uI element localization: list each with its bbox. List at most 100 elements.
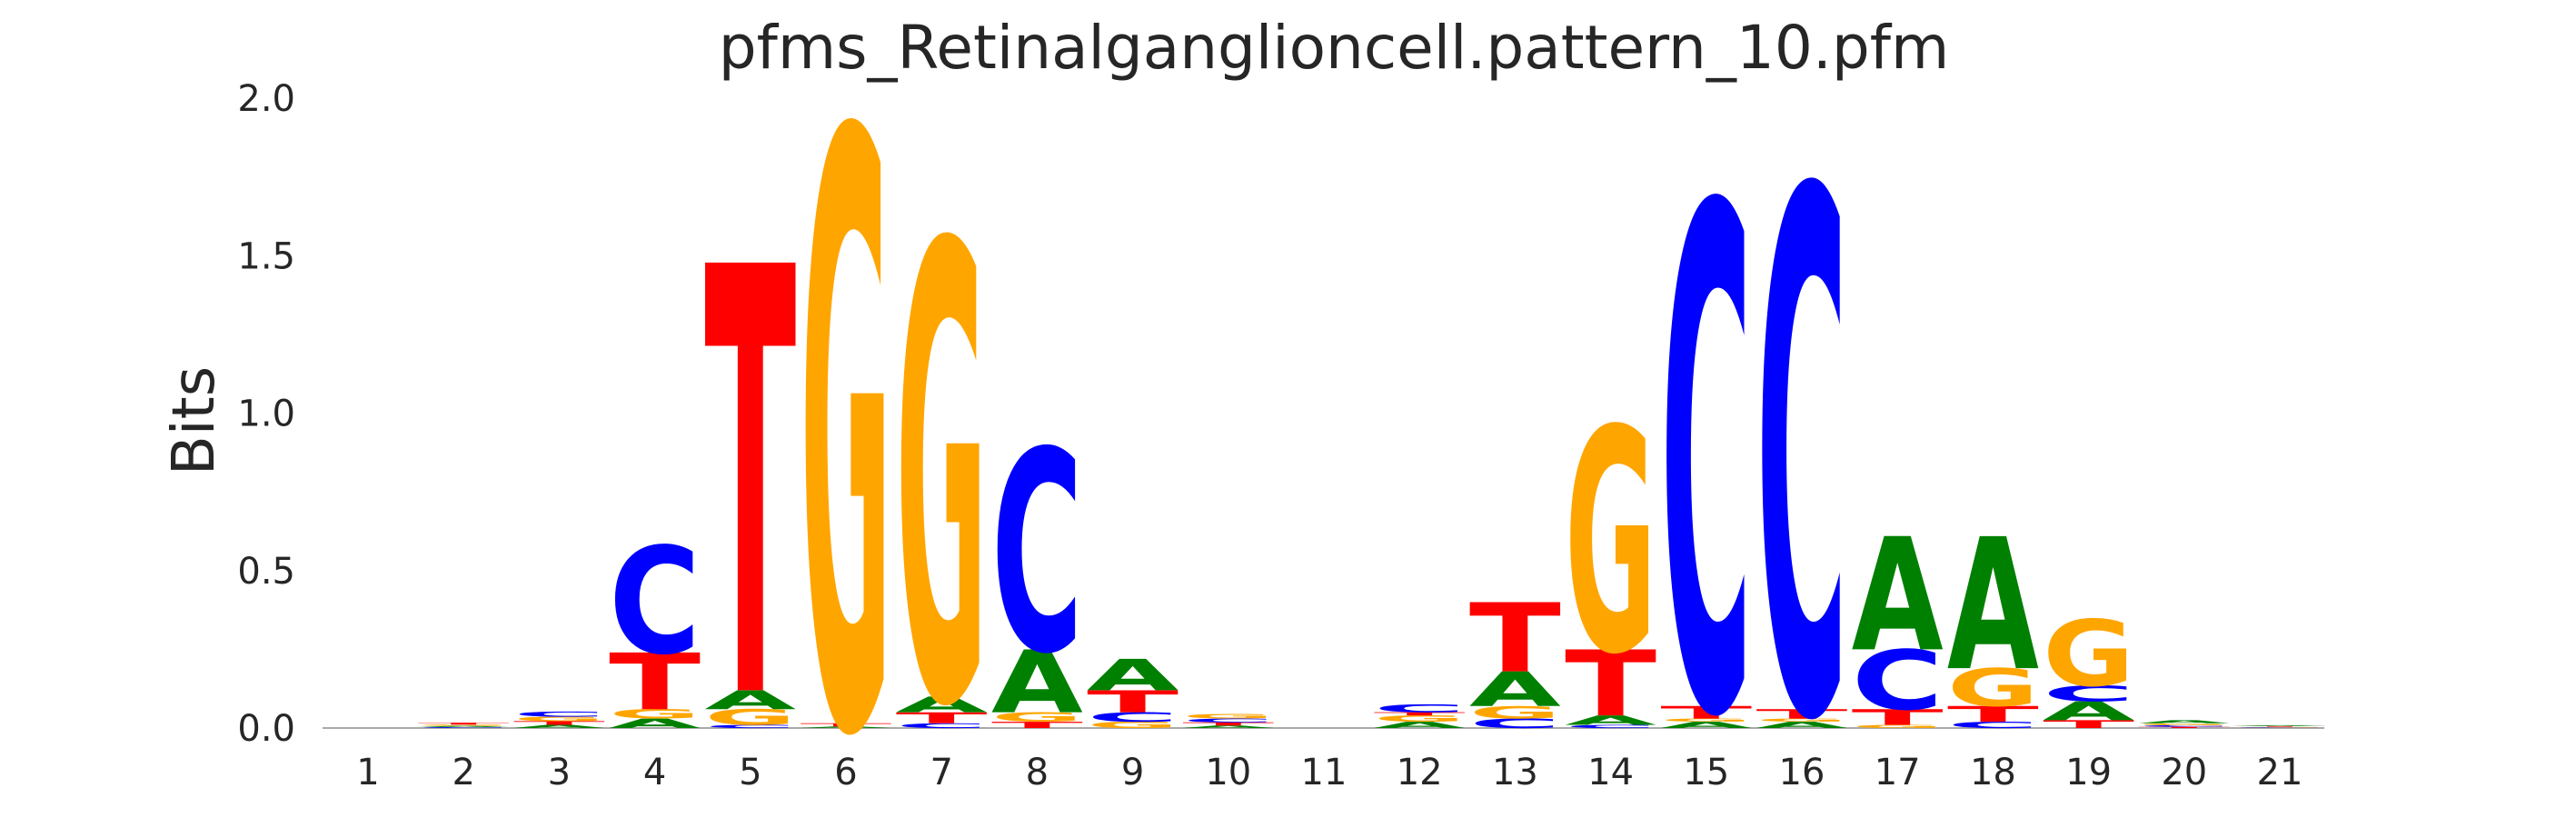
x-tick-label: 18 bbox=[1970, 752, 2016, 793]
logo-letter-g: G bbox=[609, 706, 701, 722]
logo-letter-t: T bbox=[991, 720, 1083, 730]
logo-letter-a: A bbox=[704, 685, 796, 715]
logo-letter-a: A bbox=[513, 724, 605, 730]
logo-letter-t: T bbox=[1947, 702, 2039, 727]
logo-letter-t: T bbox=[1756, 706, 1848, 722]
logo-letter-c: C bbox=[513, 711, 605, 719]
logo-letter-a: A bbox=[1469, 663, 1561, 717]
y-tick-label: 0.0 bbox=[237, 708, 295, 750]
logo-letter-g: G bbox=[1756, 718, 1848, 723]
x-tick-label: 13 bbox=[1492, 752, 1538, 793]
x-tick-label: 21 bbox=[2257, 752, 2303, 793]
logo-letter-a: A bbox=[801, 726, 892, 729]
logo-letter-g: G bbox=[801, 0, 892, 818]
x-tick-label: 2 bbox=[452, 752, 474, 793]
x-tick-label: 14 bbox=[1587, 752, 1634, 793]
logo-letter-a: A bbox=[1374, 720, 1467, 730]
logo-letter-a: A bbox=[991, 632, 1083, 733]
x-tick-label: 17 bbox=[1875, 752, 1921, 793]
x-tick-label: 6 bbox=[834, 752, 857, 793]
logo-letter-c: C bbox=[609, 517, 701, 687]
x-tick-label: 3 bbox=[548, 752, 571, 793]
logo-letter-t: T bbox=[2043, 718, 2134, 731]
logo-letter-t: T bbox=[801, 723, 892, 728]
x-tick-label: 5 bbox=[739, 752, 761, 793]
y-tick-label: 1.5 bbox=[237, 235, 295, 277]
logo-letter-g: G bbox=[1182, 713, 1274, 720]
logo-letter-t: T bbox=[2138, 726, 2230, 728]
logo-letter-t: T bbox=[418, 723, 510, 725]
y-tick-label: 1.0 bbox=[237, 394, 295, 435]
x-tick-label: 7 bbox=[930, 752, 952, 793]
logo-letter-g: G bbox=[1947, 658, 2039, 719]
x-tick-label: 4 bbox=[643, 752, 666, 793]
logo-letter-a: A bbox=[1660, 720, 1753, 730]
logo-letter-a: A bbox=[2234, 725, 2326, 727]
x-tick-label: 9 bbox=[1121, 752, 1144, 793]
logo-letter-t: T bbox=[1660, 703, 1752, 723]
x-axis-ticks: 1 2 3 4 5 6 7 8 9 10 11 12 13 14 15 16 17 18 19 20 21 bbox=[356, 752, 2302, 793]
logo-letter-t: T bbox=[2234, 726, 2326, 727]
logo-letter-a: A bbox=[2138, 719, 2230, 724]
logo-letter-a: A bbox=[1947, 501, 2039, 712]
logo-letter-a: A bbox=[1756, 720, 1849, 730]
x-tick-label: 10 bbox=[1205, 752, 1251, 793]
logo-letter-c: C bbox=[1947, 720, 2039, 730]
x-tick-label: 8 bbox=[1026, 752, 1049, 793]
logo-letter-t: T bbox=[1182, 722, 1274, 727]
x-tick-label: 16 bbox=[1779, 752, 1825, 793]
chart-title: pfms_Retinalganglioncell.pattern_10.pfm bbox=[719, 13, 1950, 83]
logo-letter-g: G bbox=[1565, 365, 1656, 722]
logo-letter-t: T bbox=[1469, 584, 1561, 693]
logo-letter-g: G bbox=[1852, 724, 1944, 730]
logo-letter-c: C bbox=[1087, 710, 1179, 725]
y-tick-label: 2.0 bbox=[237, 78, 295, 120]
logo-letter-t: T bbox=[704, 146, 797, 818]
logo-letter-g: G bbox=[991, 710, 1083, 725]
logo-letter-c: C bbox=[1565, 724, 1656, 730]
y-axis-label: Bits bbox=[161, 366, 228, 475]
logo-letter-c: C bbox=[1756, 45, 1848, 818]
logo-letter-a: A bbox=[1182, 724, 1274, 728]
x-tick-label: 12 bbox=[1397, 752, 1443, 793]
logo-letter-g: G bbox=[2043, 603, 2134, 708]
logo-letter-g: G bbox=[513, 715, 605, 723]
logo-letter-c: C bbox=[418, 727, 510, 729]
y-axis-ticks: 0.0 0.5 1.0 1.5 2.0 bbox=[237, 78, 295, 750]
logo-letter-g: G bbox=[704, 705, 796, 731]
logo-letter-t: T bbox=[1374, 712, 1466, 717]
x-tick-label: 20 bbox=[2161, 752, 2207, 793]
logo-letter-c: C bbox=[1374, 703, 1466, 715]
logo-letter-c: C bbox=[1182, 717, 1274, 723]
logo-letter-g: G bbox=[1660, 718, 1752, 723]
logo-letter-g: G bbox=[2138, 723, 2230, 725]
x-tick-label: 1 bbox=[356, 752, 379, 793]
logo-letter-a: A bbox=[2043, 696, 2134, 726]
logo-letter-g: G bbox=[1374, 713, 1466, 723]
logo-letter-a: A bbox=[896, 693, 989, 718]
logo-letter-c: C bbox=[1469, 716, 1561, 732]
x-tick-label: 11 bbox=[1301, 752, 1348, 793]
logo-letter-t: T bbox=[1565, 632, 1656, 737]
logo-letter-c: C bbox=[1660, 65, 1752, 818]
y-tick-label: 0.5 bbox=[237, 551, 295, 593]
logo-letter-t: T bbox=[1852, 705, 1944, 731]
logo-letter-c: C bbox=[896, 722, 988, 729]
logo-letter-c: C bbox=[1852, 633, 1944, 729]
logo-letter-c: C bbox=[704, 724, 796, 730]
logo-letter-t: T bbox=[1087, 684, 1179, 720]
logo-letter-c: C bbox=[2234, 727, 2326, 728]
logo-letter-t: T bbox=[513, 720, 605, 726]
logo-letter-g: G bbox=[1469, 703, 1561, 723]
logo-letter-a: A bbox=[1852, 505, 1944, 686]
logo-letter-g: G bbox=[1087, 720, 1179, 730]
logo-letter-g: G bbox=[2234, 726, 2326, 727]
logo-letter-a: A bbox=[418, 725, 510, 727]
x-tick-label: 15 bbox=[1683, 752, 1729, 793]
logo-letter-g: G bbox=[896, 115, 988, 818]
logo-letter-c: C bbox=[991, 393, 1083, 714]
logo-letter-a: A bbox=[1565, 713, 1656, 728]
